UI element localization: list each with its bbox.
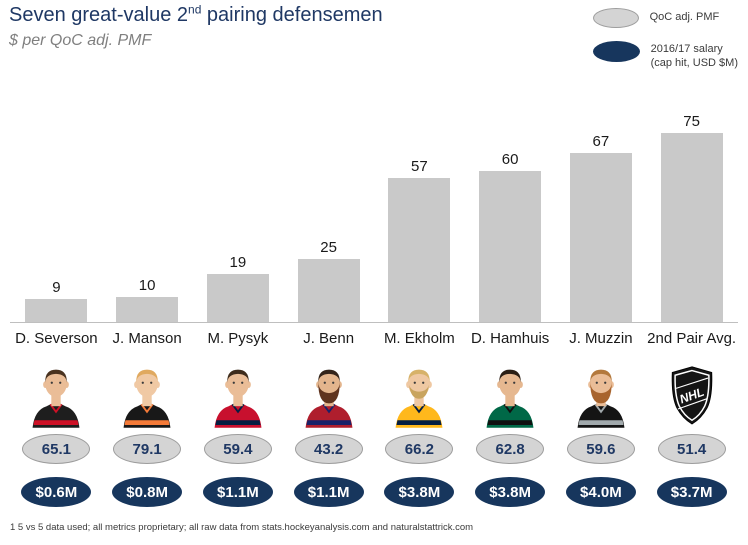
qoc-legend-label: QoC adj. PMF xyxy=(649,11,720,23)
bar xyxy=(206,274,269,322)
player-headshot xyxy=(26,358,86,430)
legend-item-salary: 2016/17 salary (cap hit, USD $M) xyxy=(592,39,738,71)
salary-value-badge: $0.8M xyxy=(112,477,183,507)
player-name-label: J. Muzzin xyxy=(569,330,633,347)
salary-value-badge: $3.8M xyxy=(384,477,455,507)
chart-legend: QoC adj. PMF 2016/17 salary (cap hit, US… xyxy=(592,7,738,82)
player-column: 25 J. Benn 43.2 $1.1M xyxy=(283,110,374,507)
x-axis-line xyxy=(10,322,738,323)
salary-legend-line2: (cap hit, USD $M) xyxy=(650,57,738,70)
player-headshot xyxy=(208,358,268,430)
qoc-value-badge: 59.4 xyxy=(203,434,272,464)
title-text-2: pairing defensemen xyxy=(201,4,383,26)
player-column: 10 J. Manson 79.1 $0.8M xyxy=(102,110,193,507)
qoc-value-badge: 65.1 xyxy=(22,434,91,464)
qoc-oval-swatch xyxy=(592,8,639,28)
bar xyxy=(660,133,723,322)
bar-value-label: 67 xyxy=(592,133,610,151)
player-column: 57 M. Ekholm 66.2 $3.8M xyxy=(374,110,465,507)
player-name-label: M. Ekholm xyxy=(383,330,455,347)
bar-value-label: 75 xyxy=(683,113,700,130)
player-column: 75 2nd Pair Avg. NHL 51.4 $3.7M xyxy=(646,110,737,507)
title-superscript: nd xyxy=(188,2,202,17)
salary-legend-label: 2016/17 salary (cap hit, USD $M) xyxy=(651,39,738,71)
player-column: 60 D. Hamhuis 62.8 $3.8M xyxy=(465,110,556,507)
salary-value-badge: $1.1M xyxy=(202,477,273,507)
player-name-label: D. Severson xyxy=(15,330,98,347)
bar-slot: 60 xyxy=(479,110,542,322)
player-headshot xyxy=(480,358,540,430)
bar xyxy=(25,299,88,322)
salary-value-badge: $4.0M xyxy=(565,477,636,507)
qoc-value-badge: 79.1 xyxy=(113,434,182,464)
bar-value-label: 19 xyxy=(229,254,247,272)
bar-slot: 75 xyxy=(660,110,723,322)
salary-value-badge: $1.1M xyxy=(293,477,364,507)
salary-value-badge: $3.7M xyxy=(656,477,727,507)
player-name-label: J. Manson xyxy=(112,330,182,347)
bar-value-label: 57 xyxy=(411,158,428,176)
salary-value-badge: $3.8M xyxy=(475,477,546,507)
bar-slot: 19 xyxy=(206,110,269,322)
bar xyxy=(297,259,360,322)
bar-slot: 10 xyxy=(116,110,179,322)
player-name-label: M. Pysyk xyxy=(207,330,269,347)
page-title: Seven great-value 2nd pairing defensemen xyxy=(9,2,383,27)
player-name-label: 2nd Pair Avg. xyxy=(647,330,737,347)
bar xyxy=(569,153,632,322)
bar xyxy=(388,178,451,322)
salary-legend-line1: 2016/17 salary xyxy=(650,43,723,55)
bar-slot: 67 xyxy=(569,110,632,322)
bar xyxy=(116,296,179,322)
page-subtitle: $ per QoC adj. PMF xyxy=(9,32,152,49)
qoc-value-badge: 51.4 xyxy=(657,434,726,464)
bar-slot: 25 xyxy=(297,110,360,322)
footnote: 1 5 vs 5 data used; all metrics propriet… xyxy=(10,522,474,533)
bar-value-label: 60 xyxy=(501,150,519,168)
player-headshot xyxy=(389,358,449,430)
bar-slot: 9 xyxy=(25,110,88,322)
player-name-label: D. Hamhuis xyxy=(470,330,550,347)
salary-oval-swatch xyxy=(592,41,640,62)
qoc-value-badge: 66.2 xyxy=(385,434,454,464)
player-headshot xyxy=(117,358,177,430)
qoc-value-badge: 62.8 xyxy=(476,434,545,464)
bar-slot: 57 xyxy=(388,110,451,322)
player-column: 19 M. Pysyk 59.4 $1.1M xyxy=(193,110,284,507)
player-column: 9 D. Severson 65.1 $0.6M xyxy=(11,110,102,507)
bar-value-label: 25 xyxy=(320,239,337,256)
title-text-1: Seven great-value 2 xyxy=(9,4,189,26)
salary-value-badge: $0.6M xyxy=(21,477,92,507)
player-headshot xyxy=(299,358,359,430)
player-name-label: J. Benn xyxy=(303,330,355,347)
qoc-value-badge: 43.2 xyxy=(294,434,363,464)
bar xyxy=(479,170,542,322)
nhl-shield-icon: NHL xyxy=(662,358,722,430)
bar-value-label: 10 xyxy=(138,276,156,294)
bar-value-label: 9 xyxy=(52,279,61,297)
legend-item-qoc: QoC adj. PMF xyxy=(592,7,738,28)
qoc-value-badge: 59.6 xyxy=(566,434,635,464)
player-column: 67 J. Muzzin 59.6 $4.0M xyxy=(556,110,647,507)
player-headshot xyxy=(571,358,631,430)
bar-chart: 9 D. Severson 65.1 $0.6M 10 J. Manson 79.1 $0… xyxy=(11,110,737,507)
